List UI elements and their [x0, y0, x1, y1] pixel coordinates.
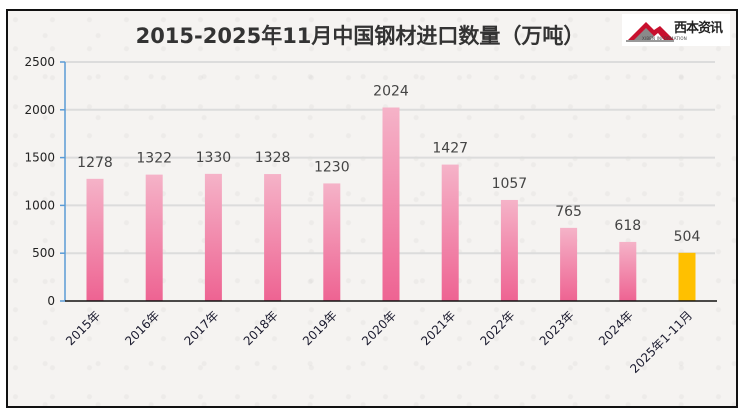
data-label: 1057: [492, 176, 528, 192]
x-tick-label: 2020年: [359, 308, 399, 348]
axes: [60, 61, 717, 302]
logo-mountain-icon: [626, 22, 674, 42]
bar: [619, 241, 637, 301]
logo: 西本资讯 XIBEN INFORMATION: [622, 14, 730, 46]
x-tick-label: 2019年: [300, 308, 340, 348]
bar: [86, 178, 104, 301]
x-tick-label: 2023年: [537, 308, 577, 348]
x-tick-label: 2025年1-11月: [627, 308, 695, 376]
y-tick-label: 1500: [24, 151, 55, 165]
bar: [145, 174, 163, 301]
bar: [264, 174, 282, 301]
x-tick-label: 2024年: [596, 308, 636, 348]
data-label: 1230: [314, 159, 350, 175]
bar: [441, 164, 459, 301]
y-tick-label: 2500: [24, 55, 55, 69]
data-label: 618: [614, 218, 641, 234]
data-labels: 1278 1322 1330 1328 1230 2024 1427 1057 765 618 50…: [77, 84, 700, 245]
data-label: 1278: [77, 155, 113, 171]
bar: [382, 107, 400, 301]
x-tick-label: 2015年: [63, 308, 103, 348]
bar: [323, 183, 341, 301]
x-tick-label: 2018年: [241, 308, 281, 348]
logo-text: 西本资讯: [674, 21, 723, 36]
x-tick-label: 2021年: [418, 308, 458, 348]
bar: [678, 252, 696, 301]
data-label: 504: [674, 229, 701, 245]
x-tick-labels: 2015年 2016年 2017年 2018年 2019年 2020年 2021年 2022年…: [63, 308, 695, 376]
x-tick-label: 2022年: [478, 308, 518, 348]
y-tick-labels: 0 500 1000 1500 2000 2500: [24, 55, 55, 308]
bar: [560, 227, 578, 301]
y-tick-label: 500: [32, 246, 55, 260]
x-tick-label: 2017年: [182, 308, 222, 348]
y-tick-label: 1000: [24, 198, 55, 212]
chart-title: 2015-2025年11月中国钢材进口数量（万吨）: [135, 24, 585, 48]
bar: [204, 173, 222, 301]
data-label: 765: [555, 204, 582, 220]
y-tick-label: 2000: [24, 103, 55, 117]
x-tick-label: 2016年: [122, 308, 162, 348]
bar: [500, 199, 518, 301]
chart-frame: [6, 9, 738, 408]
logo-subtext: XIBEN INFORMATION: [642, 36, 687, 41]
data-label: 1328: [255, 150, 291, 166]
data-label: 1427: [432, 141, 468, 157]
y-tick-label: 0: [47, 294, 55, 308]
bars: [86, 107, 696, 301]
data-label: 2024: [373, 84, 409, 100]
data-label: 1330: [196, 150, 232, 166]
data-label: 1322: [136, 151, 172, 167]
